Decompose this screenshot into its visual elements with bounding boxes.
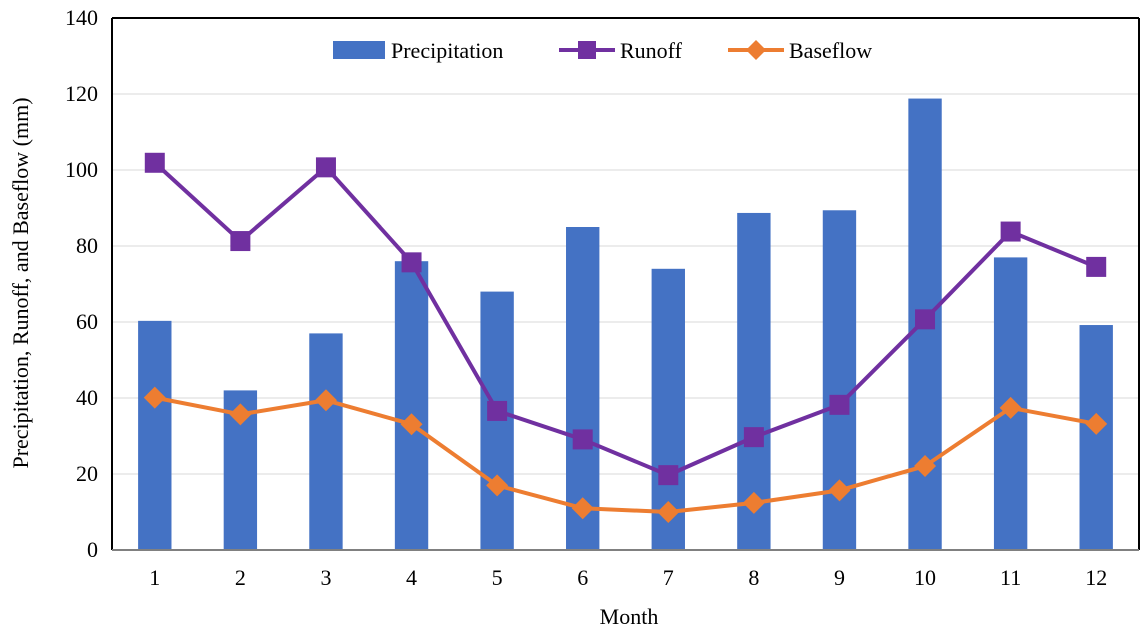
line-runoff (153, 161, 1097, 478)
axes (111, 17, 1140, 551)
y-tick-label: 60 (76, 309, 98, 334)
gridlines (112, 17, 1139, 475)
point-baseflow-9 (828, 479, 851, 502)
legend-swatch-precipitation (333, 41, 385, 59)
point-runoff-10 (915, 309, 936, 330)
point-runoff-5 (487, 400, 508, 421)
x-axis-title: Month (600, 604, 659, 629)
point-runoff-2 (230, 231, 251, 252)
legend-label-runoff: Runoff (620, 38, 683, 63)
point-baseflow-4 (400, 413, 423, 436)
point-runoff-8 (743, 427, 764, 448)
x-tick-label: 9 (834, 565, 845, 590)
x-tick-label: 12 (1085, 565, 1107, 590)
x-tick-label: 8 (748, 565, 759, 590)
point-baseflow-11 (999, 396, 1022, 419)
point-baseflow-1 (143, 386, 166, 409)
x-tick-label: 7 (663, 565, 674, 590)
point-runoff-7 (658, 465, 679, 486)
point-baseflow-5 (486, 474, 509, 497)
point-baseflow-2 (229, 403, 252, 426)
legend-marker-runoff (578, 41, 596, 59)
y-tick-label: 40 (76, 385, 98, 410)
point-runoff-9 (829, 394, 850, 415)
bar-precipitation-4 (394, 261, 429, 550)
legend-item-precipitation: Precipitation (333, 38, 503, 63)
y-tick-label: 0 (87, 537, 98, 562)
point-runoff-11 (1000, 221, 1021, 242)
point-baseflow-10 (914, 455, 937, 478)
point-baseflow-3 (314, 389, 337, 412)
x-tick-label: 5 (492, 565, 503, 590)
x-tick-label: 6 (577, 565, 588, 590)
point-runoff-4 (401, 252, 422, 273)
point-runoff-1 (144, 152, 165, 173)
point-baseflow-8 (742, 491, 765, 514)
y-tick-label: 140 (65, 5, 98, 30)
legend-marker-baseflow (746, 40, 766, 60)
precipitation-bars (138, 98, 1113, 550)
legend-item-runoff: Runoff (559, 38, 683, 63)
x-tick-label: 3 (320, 565, 331, 590)
legend-item-baseflow: Baseflow (728, 38, 872, 63)
point-baseflow-7 (657, 501, 680, 523)
y-tick-label: 80 (76, 233, 98, 258)
bar-precipitation-3 (309, 333, 343, 550)
point-runoff-3 (315, 157, 336, 178)
bar-precipitation-6 (566, 227, 600, 550)
legend-label-baseflow: Baseflow (789, 38, 872, 63)
x-tick-label: 4 (406, 565, 417, 590)
point-baseflow-6 (571, 497, 594, 520)
y-axis-title: Precipitation, Runoff, and Baseflow (mm) (8, 97, 33, 468)
bar-precipitation-1 (138, 320, 172, 550)
series-lines (143, 152, 1108, 523)
y-tick-label: 100 (65, 157, 98, 182)
point-baseflow-12 (1085, 412, 1108, 435)
x-tick-label: 10 (914, 565, 936, 590)
line-baseflow (154, 395, 1097, 514)
x-tick-label: 1 (149, 565, 160, 590)
point-runoff-12 (1086, 256, 1107, 277)
y-tick-label: 120 (65, 81, 98, 106)
bar-precipitation-12 (1079, 325, 1113, 550)
y-tick-label: 20 (76, 461, 98, 486)
x-tick-label: 2 (235, 565, 246, 590)
x-tick-label: 11 (1000, 565, 1021, 590)
legend: Precipitation Runoff Baseflow (333, 38, 872, 63)
legend-label-precipitation: Precipitation (391, 38, 503, 63)
point-runoff-6 (572, 429, 593, 450)
